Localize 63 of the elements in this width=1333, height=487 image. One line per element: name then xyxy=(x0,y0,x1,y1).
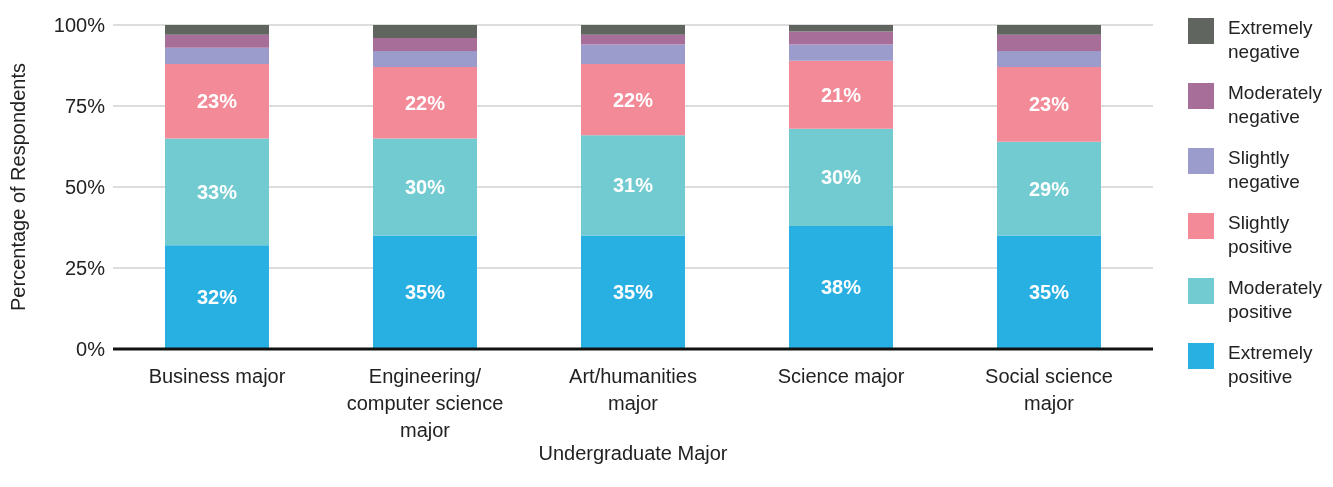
legend-label: Slightly positive xyxy=(1228,211,1294,259)
bar xyxy=(997,50,1101,68)
y-tick-label: 25% xyxy=(64,257,106,280)
y-tick-label: 75% xyxy=(64,95,106,118)
y-tick-label: 100% xyxy=(53,14,106,37)
bar xyxy=(997,25,1101,35)
data-label: 35% xyxy=(612,281,654,304)
bar xyxy=(789,44,893,61)
data-label: 30% xyxy=(404,176,446,198)
bar xyxy=(581,235,685,349)
bar xyxy=(789,31,893,45)
legend-label: Extremely positive xyxy=(1228,341,1314,389)
y-axis-title: Percentage of Respondents xyxy=(7,63,30,311)
data-label: 29% xyxy=(1028,177,1070,200)
data-label: 35% xyxy=(404,281,446,304)
bar xyxy=(789,225,893,349)
bar xyxy=(997,67,1101,142)
data-label: 38% xyxy=(820,276,862,299)
bar xyxy=(997,34,1101,51)
bar xyxy=(165,245,269,349)
data-label: 23% xyxy=(1028,93,1070,116)
legend-label: Moderately negative xyxy=(1228,81,1323,129)
data-label: 33% xyxy=(196,180,238,203)
bar xyxy=(373,235,477,349)
legend-label: Slightly negative xyxy=(1228,146,1301,194)
bar xyxy=(581,63,685,136)
bar xyxy=(789,128,893,226)
bar xyxy=(997,141,1101,236)
data-label: 32% xyxy=(196,286,238,309)
x-tick-label: Engineering/computer science major xyxy=(346,365,504,441)
data-label: 31% xyxy=(612,174,654,197)
data-label: 35% xyxy=(1028,281,1070,304)
bar xyxy=(165,138,269,246)
y-tick-label: 50% xyxy=(64,176,106,199)
x-tick-label: Art/humanities major xyxy=(569,365,697,414)
bar xyxy=(789,25,893,32)
bar xyxy=(165,34,269,48)
bar xyxy=(581,135,685,236)
bar xyxy=(581,44,685,64)
data-label: 22% xyxy=(612,88,654,111)
bar xyxy=(997,235,1101,349)
bar xyxy=(165,47,269,64)
bar xyxy=(373,37,477,51)
x-tick-label: Social science major xyxy=(985,365,1113,414)
data-label: 30% xyxy=(820,166,862,189)
bar xyxy=(373,138,477,236)
bar xyxy=(373,50,477,68)
x-tick-label: Science major xyxy=(777,365,905,387)
bar xyxy=(581,25,685,35)
x-axis-title: Undergraduate Major xyxy=(538,442,728,464)
bar xyxy=(165,25,269,35)
legend-label: Extremely negative xyxy=(1228,16,1314,64)
bar xyxy=(373,25,477,38)
bar xyxy=(789,60,893,129)
data-label: 22% xyxy=(404,91,446,114)
bar xyxy=(581,34,685,45)
data-label: 21% xyxy=(820,83,862,106)
legend-label: Moderately positive xyxy=(1228,276,1323,324)
y-tick-label: 0% xyxy=(76,338,106,361)
data-label: 23% xyxy=(196,90,238,113)
bar xyxy=(165,63,269,139)
bar xyxy=(373,67,477,139)
x-tick-label: Business major xyxy=(148,365,286,387)
